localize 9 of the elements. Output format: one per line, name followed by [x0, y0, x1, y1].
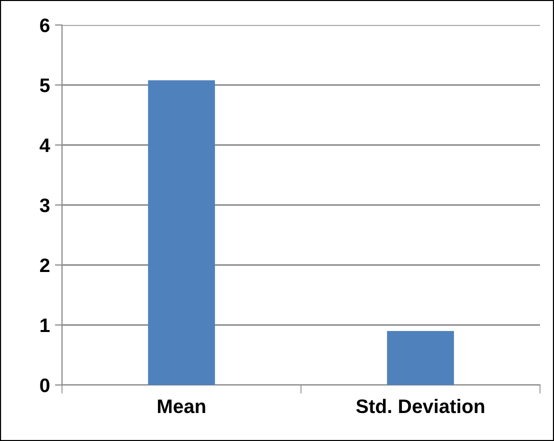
- y-tick-label: 2: [40, 258, 50, 272]
- y-tick-label: 0: [40, 378, 50, 392]
- x-tick-label: Mean: [158, 400, 206, 414]
- y-tick-label: 6: [40, 18, 50, 32]
- y-tick-label: 5: [40, 78, 50, 92]
- y-tick-label: 4: [40, 138, 50, 152]
- y-tick-label: 1: [40, 318, 50, 332]
- x-tick-label: Std. Deviation: [356, 398, 484, 414]
- y-tick-label: 3: [40, 198, 50, 212]
